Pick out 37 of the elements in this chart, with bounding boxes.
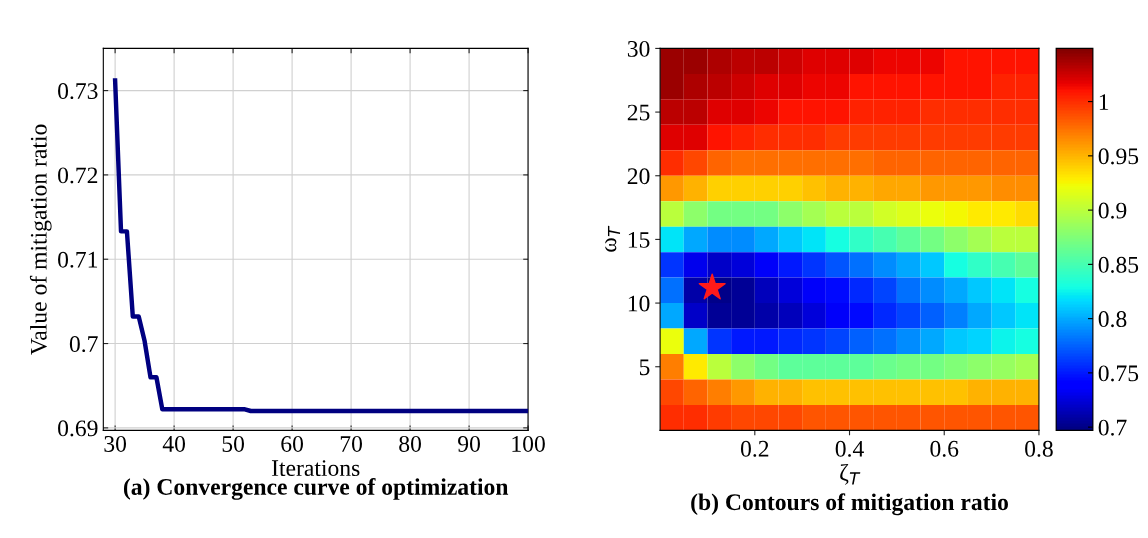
y-tick-label: 0.7 xyxy=(69,336,98,353)
y-tick-label: 10 xyxy=(628,295,650,312)
x-tick-label: 80 xyxy=(399,435,421,452)
y-tick-label: 0.73 xyxy=(58,83,98,100)
y-tick-label: 20 xyxy=(627,168,650,185)
y-tick-label: 5 xyxy=(639,359,650,376)
x-tick-label: 70 xyxy=(340,435,362,452)
y-tick-label: 0.69 xyxy=(58,420,98,437)
y-tick-label: 15 xyxy=(628,232,650,248)
y-tick-label: 30 xyxy=(627,40,650,57)
text: (b) Contours of mitigation ratio xyxy=(691,493,1008,516)
text: (a) Convergence curve of optimization xyxy=(123,478,509,500)
color-bar-label: 0.85 xyxy=(1098,256,1139,273)
y-axis-title: Value of mitigation ratio xyxy=(29,124,52,355)
color-bar-label: 0.75 xyxy=(1098,365,1139,382)
x-tick-label: 100 xyxy=(512,435,545,452)
x-tick-label: 0.6 xyxy=(930,440,959,457)
y-tick-label: 0.72 xyxy=(58,167,98,184)
color-bar-label: 0.8 xyxy=(1098,311,1127,328)
x-tick-label: 40 xyxy=(162,435,186,452)
x-tick-label: 90 xyxy=(458,435,480,452)
color-bar-label: 1 xyxy=(1099,94,1109,110)
x-tick-label: 30 xyxy=(104,435,127,452)
y-tick-label: 0.71 xyxy=(58,251,98,268)
line-series xyxy=(112,78,529,414)
color-bar-label: 0.95 xyxy=(1098,148,1139,165)
x-tick-label: 60 xyxy=(281,435,304,452)
color-bar-label: 0.9 xyxy=(1098,202,1127,219)
x-axis-title: Iterations xyxy=(271,460,360,477)
y-tick-label: 25 xyxy=(627,104,650,121)
y-axis-title: ω$_{T}$ xyxy=(605,225,621,252)
x-tick-label: 0.2 xyxy=(740,440,769,457)
x-tick-label: 0.8 xyxy=(1025,440,1053,457)
x-tick-label: 50 xyxy=(222,435,245,452)
x-axis-title: ζ$_{T}$ xyxy=(840,463,861,485)
color-bar-label: 0.7 xyxy=(1098,419,1127,436)
x-tick-label: 0.4 xyxy=(835,440,864,457)
